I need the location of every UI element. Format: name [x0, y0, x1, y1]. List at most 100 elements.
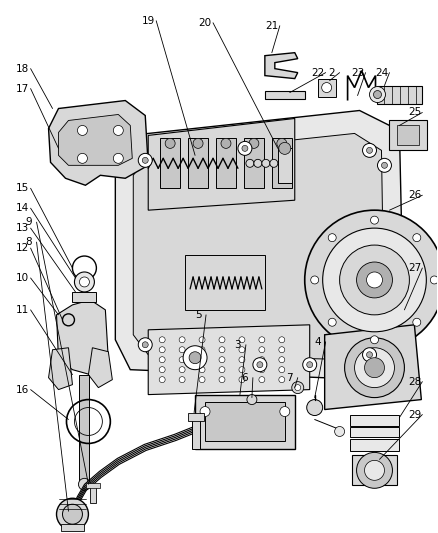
Circle shape [78, 125, 88, 135]
Circle shape [219, 337, 225, 343]
Circle shape [142, 342, 148, 348]
Circle shape [199, 347, 205, 353]
Polygon shape [133, 133, 385, 360]
Circle shape [253, 358, 267, 372]
Text: 18: 18 [16, 63, 29, 74]
Bar [185, 255, 265, 310]
Circle shape [113, 154, 124, 163]
Circle shape [219, 367, 225, 373]
Circle shape [321, 83, 332, 93]
Circle shape [179, 357, 185, 362]
Circle shape [339, 245, 410, 315]
Circle shape [219, 357, 225, 362]
Polygon shape [88, 348, 112, 387]
Circle shape [345, 338, 404, 398]
Text: 10: 10 [16, 273, 29, 283]
Circle shape [199, 337, 205, 343]
Circle shape [279, 367, 285, 373]
Polygon shape [49, 101, 148, 185]
Circle shape [367, 148, 372, 154]
Text: 23: 23 [351, 68, 364, 78]
Circle shape [259, 357, 265, 362]
Text: 5: 5 [195, 310, 201, 320]
Circle shape [199, 357, 205, 362]
Circle shape [257, 362, 263, 368]
Text: 26: 26 [408, 190, 421, 200]
Text: 21: 21 [265, 21, 279, 31]
Bar [72, 292, 96, 302]
Circle shape [259, 337, 265, 343]
Polygon shape [59, 115, 132, 165]
Text: 9: 9 [25, 217, 32, 227]
Text: 2: 2 [328, 68, 335, 78]
Bar [265, 91, 305, 99]
Text: 24: 24 [375, 68, 388, 78]
Bar [79, 375, 89, 484]
Circle shape [279, 347, 285, 353]
Text: 28: 28 [408, 377, 421, 386]
Circle shape [413, 233, 421, 241]
Circle shape [63, 504, 82, 524]
Circle shape [179, 367, 185, 373]
Bar [195, 394, 295, 449]
Circle shape [189, 352, 201, 364]
Circle shape [57, 498, 88, 530]
Bar [216, 139, 236, 188]
Circle shape [79, 277, 89, 287]
Circle shape [307, 400, 323, 416]
Circle shape [307, 362, 313, 368]
Text: 14: 14 [16, 203, 29, 213]
Circle shape [381, 163, 388, 168]
Bar [389, 120, 427, 150]
Bar [160, 139, 180, 188]
Text: 6: 6 [242, 373, 248, 383]
Bar [188, 413, 204, 421]
Circle shape [159, 367, 165, 373]
Circle shape [159, 347, 165, 353]
Circle shape [199, 377, 205, 383]
Bar [378, 86, 422, 103]
Bar [350, 427, 399, 438]
Bar [318, 78, 336, 96]
Circle shape [364, 358, 385, 378]
Circle shape [335, 426, 345, 437]
Circle shape [159, 337, 165, 343]
Text: 22: 22 [311, 68, 324, 78]
Circle shape [430, 276, 438, 284]
Text: 20: 20 [198, 18, 212, 28]
Text: 13: 13 [16, 223, 29, 233]
Circle shape [142, 157, 148, 163]
Circle shape [328, 318, 336, 326]
Circle shape [280, 407, 290, 416]
Circle shape [113, 125, 124, 135]
Text: 27: 27 [408, 263, 421, 273]
Text: 17: 17 [16, 84, 29, 94]
Circle shape [219, 377, 225, 383]
Bar [397, 125, 419, 146]
Circle shape [74, 272, 95, 292]
Circle shape [303, 358, 317, 372]
Circle shape [311, 276, 319, 284]
Bar [60, 524, 85, 531]
Circle shape [305, 210, 438, 350]
Circle shape [78, 478, 90, 490]
Circle shape [378, 158, 392, 172]
Circle shape [323, 228, 426, 332]
Circle shape [279, 142, 291, 155]
Text: 15: 15 [16, 183, 29, 193]
Circle shape [138, 338, 152, 352]
Bar [86, 483, 100, 488]
Circle shape [367, 272, 382, 288]
Circle shape [159, 357, 165, 362]
Bar [188, 139, 208, 188]
Circle shape [279, 357, 285, 362]
Circle shape [254, 159, 262, 167]
Circle shape [221, 139, 231, 148]
Circle shape [364, 461, 385, 480]
Bar [278, 148, 292, 183]
Circle shape [239, 357, 245, 362]
Circle shape [179, 337, 185, 343]
Text: 12: 12 [16, 243, 29, 253]
Polygon shape [115, 110, 404, 379]
Circle shape [370, 86, 385, 102]
